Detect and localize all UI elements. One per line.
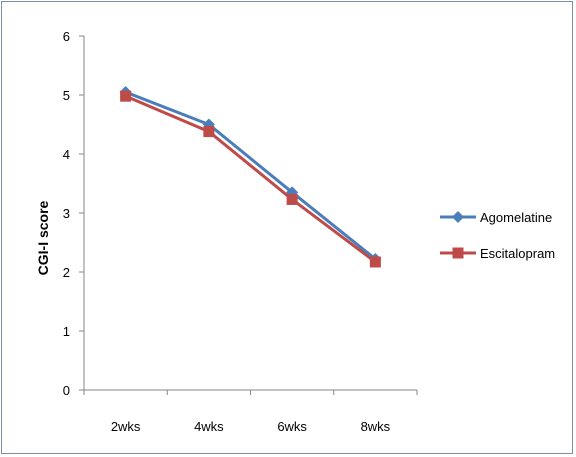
legend: Agomelatine Escitalopram <box>440 210 555 261</box>
data-point <box>203 126 215 138</box>
y-tick-label: 6 <box>63 29 70 44</box>
legend-item-agomelatine: Agomelatine <box>440 210 552 225</box>
y-tick-labels: 0 1 2 3 4 5 6 <box>63 29 70 398</box>
x-tick-labels: 2wks 4wks 6wks 8wks <box>111 419 391 434</box>
legend-marker <box>452 211 464 223</box>
legend-item-escitalopram: Escitalopram <box>440 246 555 261</box>
x-tick-label: 4wks <box>194 419 224 434</box>
x-tick-label: 6wks <box>277 419 307 434</box>
legend-label: Escitalopram <box>480 246 555 261</box>
data-point <box>286 193 298 205</box>
y-tick-label: 1 <box>63 324 70 339</box>
data-point <box>369 256 381 268</box>
series-line <box>125 94 377 264</box>
series-lines <box>119 86 382 268</box>
series-line <box>125 90 377 261</box>
y-tick-label: 5 <box>63 88 70 103</box>
x-tick-label: 8wks <box>361 419 391 434</box>
y-tick-label: 2 <box>63 265 70 280</box>
y-tick-label: 0 <box>63 383 70 398</box>
y-tick-label: 4 <box>63 147 70 162</box>
legend-label: Agomelatine <box>480 210 552 225</box>
series-escitalopram <box>120 90 381 268</box>
y-tick-label: 3 <box>63 206 70 221</box>
x-tick-label: 2wks <box>111 419 141 434</box>
legend-marker <box>452 247 464 259</box>
y-axis-label: CGI-I score <box>35 200 51 275</box>
axes <box>79 35 418 395</box>
data-point <box>120 90 132 102</box>
